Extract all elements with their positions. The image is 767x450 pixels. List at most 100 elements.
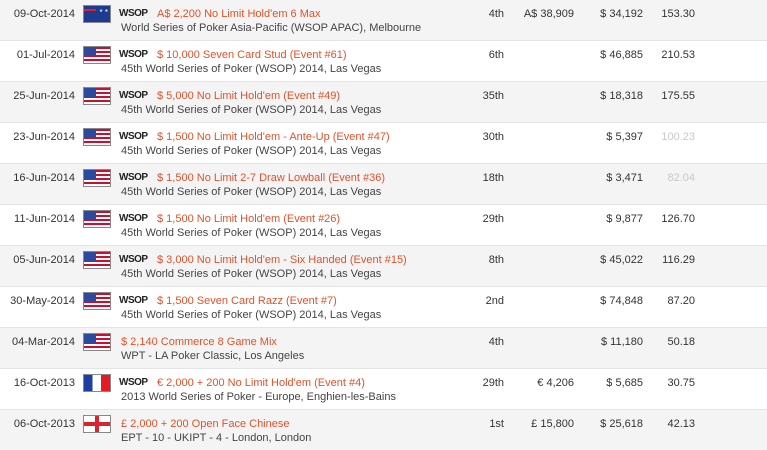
result-date: 01-Jul-2014 <box>16 49 75 61</box>
result-date: 06-Oct-2013 <box>13 418 75 430</box>
poy-points: 100.23 <box>661 131 695 143</box>
event-link[interactable]: $ 10,000 Seven Card Stud (Event #61) <box>157 49 347 61</box>
usa-flag-icon <box>83 169 111 187</box>
table-row: 25-Jun-2014 WSOP $ 5,000 No Limit Hold'em … <box>0 81 767 122</box>
event-link[interactable]: $ 1,500 No Limit Hold'em (Event #26) <box>157 213 341 225</box>
prize-usd: $ 3,471 <box>606 172 643 184</box>
australia-flag-icon <box>83 5 111 23</box>
finish-place: 2nd <box>485 295 504 307</box>
prize-usd: $ 5,685 <box>606 377 643 389</box>
event-series: 45th World Series of Poker (WSOP) 2014, … <box>121 63 382 75</box>
finish-place: 4th <box>488 8 504 20</box>
wsop-logo-icon: WSOP <box>119 8 148 19</box>
result-date: 30-May-2014 <box>10 295 75 307</box>
result-date: 04-Mar-2014 <box>12 336 75 348</box>
table-row: 16-Oct-2013 WSOP € 2,000 + 200 No Limit Ho… <box>0 368 767 409</box>
event-series: EPT - 10 - UKIPT - 4 - London, London <box>121 432 312 444</box>
finish-place: 1st <box>489 418 504 430</box>
result-date: 16-Jun-2014 <box>13 172 75 184</box>
finish-place: 4th <box>488 336 504 348</box>
event-link[interactable]: $ 1,500 Seven Card Razz (Event #7) <box>157 295 337 307</box>
event-link[interactable]: £ 2,000 + 200 Open Face Chinese <box>121 418 290 430</box>
poy-points: 50.18 <box>667 336 695 348</box>
table-row: 06-Oct-2013 £ 2,000 + 200 Open Face Chine… <box>0 409 767 450</box>
event-series: 45th World Series of Poker (WSOP) 2014, … <box>121 104 382 116</box>
prize-usd: $ 45,022 <box>600 254 643 266</box>
poy-points: 116.29 <box>662 254 695 266</box>
event-link[interactable]: $ 2,140 Commerce 8 Game Mix <box>121 336 277 348</box>
event-link[interactable]: $ 5,000 No Limit Hold'em (Event #49) <box>157 90 341 102</box>
prize-usd: $ 25,618 <box>600 418 643 430</box>
finish-place: 30th <box>482 131 504 143</box>
table-row: 11-Jun-2014 WSOP $ 1,500 No Limit Hold'em … <box>0 204 767 245</box>
result-date: 11-Jun-2014 <box>14 213 75 225</box>
finish-place: 35th <box>482 90 504 102</box>
wsop-logo-icon: WSOP <box>119 254 148 265</box>
result-date: 09-Oct-2014 <box>13 8 75 20</box>
finish-place: 29th <box>482 213 504 225</box>
poy-points: 210.53 <box>661 49 695 61</box>
prize-usd: $ 34,192 <box>600 8 643 20</box>
wsop-logo-icon: WSOP <box>119 172 148 183</box>
finish-place: 8th <box>488 254 504 266</box>
event-series: WPT - LA Poker Classic, Los Angeles <box>121 350 305 362</box>
event-link[interactable]: $ 1,500 No Limit 2-7 Draw Lowball (Event… <box>157 172 386 184</box>
wsop-logo-icon: WSOP <box>119 131 148 142</box>
usa-flag-icon <box>83 292 111 310</box>
poy-points: 30.75 <box>667 377 695 389</box>
usa-flag-icon <box>83 251 111 269</box>
wsop-logo-icon: WSOP <box>119 90 148 101</box>
event-series: 45th World Series of Poker (WSOP) 2014, … <box>121 268 382 280</box>
poy-points: 87.20 <box>667 295 695 307</box>
event-series: World Series of Poker Asia-Pacific (WSOP… <box>121 22 422 34</box>
table-row: 05-Jun-2014 WSOP $ 3,000 No Limit Hold'em … <box>0 245 767 286</box>
poy-points: 175.55 <box>661 90 695 102</box>
usa-flag-icon <box>83 128 111 146</box>
result-date: 05-Jun-2014 <box>13 254 75 266</box>
table-row: 23-Jun-2014 WSOP $ 1,500 No Limit Hold'em … <box>0 122 767 163</box>
result-date: 16-Oct-2013 <box>13 377 75 389</box>
event-series: 45th World Series of Poker (WSOP) 2014, … <box>121 186 382 198</box>
event-series: 45th World Series of Poker (WSOP) 2014, … <box>121 145 382 157</box>
usa-flag-icon <box>83 87 111 105</box>
usa-flag-icon <box>83 333 111 351</box>
table-row: 01-Jul-2014 WSOP $ 10,000 Seven Card Stud … <box>0 40 767 81</box>
prize-local-currency: € 4,206 <box>537 377 574 389</box>
prize-local-currency: A$ 38,909 <box>523 8 574 20</box>
prize-usd: $ 18,318 <box>600 90 643 102</box>
table-row: 04-Mar-2014 $ 2,140 Commerce 8 Game Mix WP… <box>0 327 767 368</box>
wsop-logo-icon: WSOP <box>119 213 148 224</box>
france-flag-icon <box>83 374 111 392</box>
event-series: 45th World Series of Poker (WSOP) 2014, … <box>121 227 382 239</box>
table-row: 16-Jun-2014 WSOP $ 1,500 No Limit 2-7 Draw… <box>0 163 767 204</box>
poy-points: 42.13 <box>667 418 695 430</box>
table-row: 30-May-2014 WSOP $ 1,500 Seven Card Razz (… <box>0 286 767 327</box>
prize-usd: $ 74,848 <box>600 295 643 307</box>
wsop-logo-icon: WSOP <box>119 49 148 60</box>
poy-points: 82.04 <box>667 172 695 184</box>
poy-points: 153.30 <box>661 8 695 20</box>
event-link[interactable]: $ 1,500 No Limit Hold'em - Ante-Up (Even… <box>157 131 390 143</box>
prize-local-currency: £ 15,800 <box>531 418 574 430</box>
england-flag-icon <box>83 415 111 433</box>
poy-points: 126.70 <box>661 213 695 225</box>
wsop-logo-icon: WSOP <box>119 377 148 388</box>
event-link[interactable]: $ 3,000 No Limit Hold'em - Six Handed (E… <box>157 254 407 266</box>
prize-usd: $ 11,180 <box>600 336 643 348</box>
event-series: 45th World Series of Poker (WSOP) 2014, … <box>121 309 382 321</box>
table-row: 09-Oct-2014 WSOP A$ 2,200 No Limit Hold'em… <box>0 0 767 40</box>
result-date: 23-Jun-2014 <box>13 131 75 143</box>
event-series: 2013 World Series of Poker - Europe, Eng… <box>121 391 396 403</box>
prize-usd: $ 5,397 <box>606 131 643 143</box>
finish-place: 18th <box>482 172 504 184</box>
usa-flag-icon <box>83 210 111 228</box>
prize-usd: $ 46,885 <box>600 49 643 61</box>
event-link[interactable]: A$ 2,200 No Limit Hold'em 6 Max <box>157 8 321 20</box>
prize-usd: $ 9,877 <box>606 213 643 225</box>
usa-flag-icon <box>83 46 111 64</box>
event-link[interactable]: € 2,000 + 200 No Limit Hold'em (Event #4… <box>157 377 365 389</box>
wsop-logo-icon: WSOP <box>119 295 148 306</box>
finish-place: 29th <box>482 377 504 389</box>
result-date: 25-Jun-2014 <box>13 90 75 102</box>
